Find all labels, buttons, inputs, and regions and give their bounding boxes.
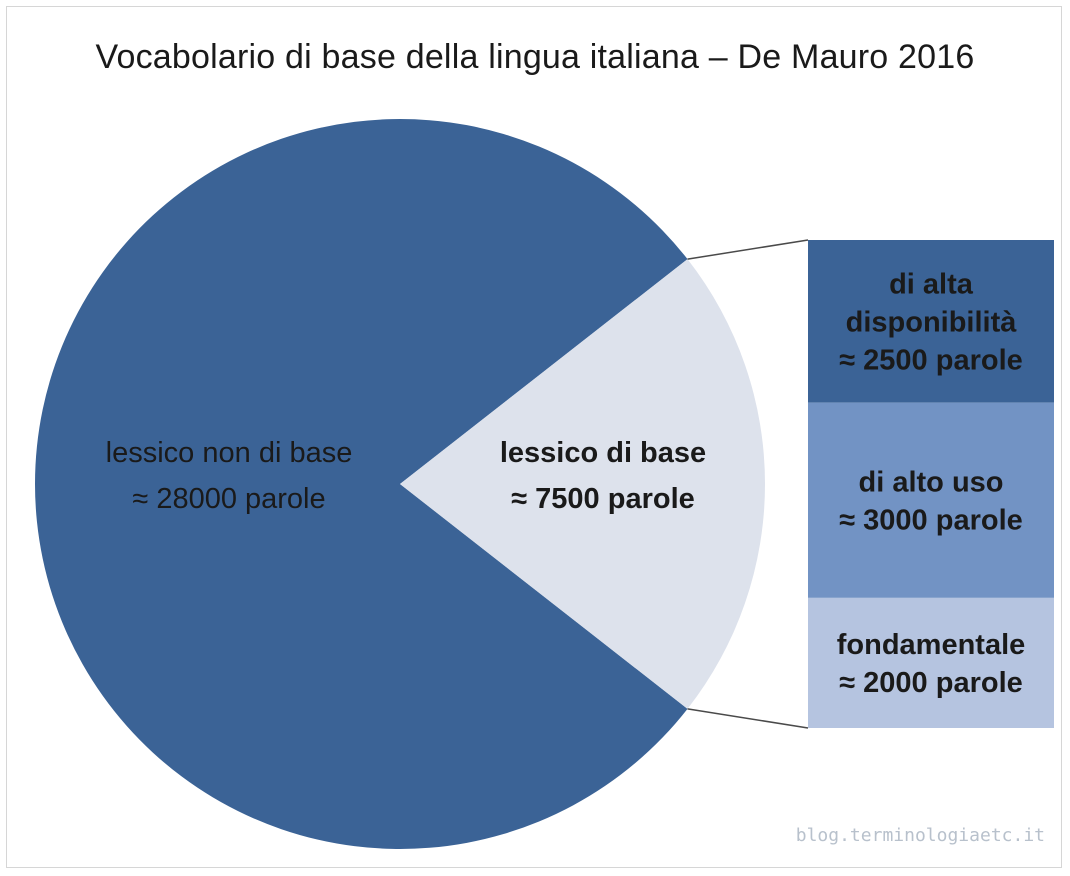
bar-segment-3-label-line-2: ≈ 2000 parole (839, 667, 1023, 699)
connector-line-bottom (687, 708, 809, 729)
bar-segment-1 (808, 240, 1054, 403)
pie-layer (35, 118, 766, 849)
pie-label-base-line-1: lessico di base (500, 437, 706, 469)
bar-segment-2 (808, 402, 1054, 598)
pie-label-non-base-line-2: ≈ 28000 parole (132, 483, 325, 515)
breakdown-bar (808, 240, 1054, 728)
bar-segment-1-label-line-2: disponibilità (846, 306, 1018, 338)
bar-segment-3 (808, 597, 1054, 728)
connector-line-top (687, 239, 809, 260)
bar-segment-1-label-line-1: di alta (889, 268, 974, 300)
label-layer: di alta disponibilità ≈ 2500 parole di alto… (106, 268, 1026, 699)
bar-segment-2-label-line-1: di alto uso (859, 466, 1004, 498)
pie-label-base-line-2: ≈ 7500 parole (511, 483, 695, 515)
source-watermark: blog.terminologiaetc.it (796, 825, 1045, 846)
chart-title: Vocabolario di base della lingua italian… (95, 38, 975, 76)
pie-slice-lessico-di-base (400, 259, 766, 709)
bar-segment-2-label-line-2: ≈ 3000 parole (839, 504, 1023, 536)
pie-label-non-base-line-1: lessico non di base (106, 437, 353, 469)
pie-slice-lessico-non-di-base (35, 118, 688, 849)
bar-segment-3-label-line-1: fondamentale (837, 629, 1026, 661)
bar-segment-1-label-line-3: ≈ 2500 parole (839, 344, 1023, 376)
connector-layer (687, 239, 809, 729)
